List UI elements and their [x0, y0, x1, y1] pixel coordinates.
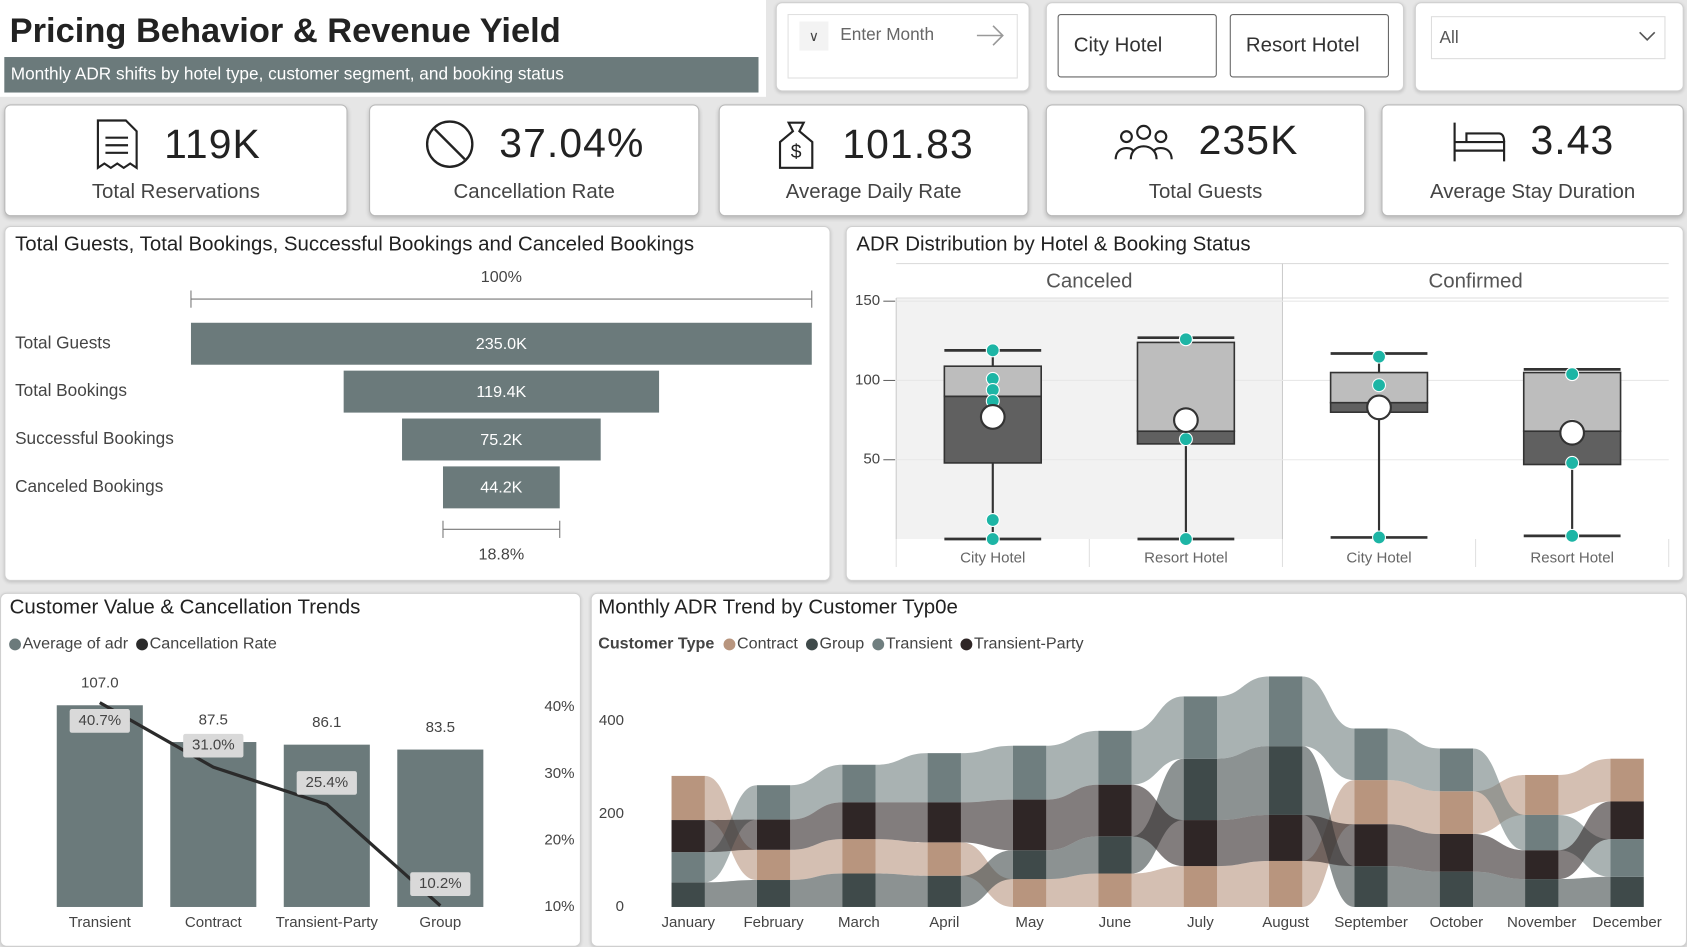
- kpi-value: 3.43: [1530, 118, 1615, 164]
- kpi-label: Cancellation Rate: [453, 180, 615, 204]
- kpi-icon: [96, 119, 138, 170]
- hotel-button[interactable]: Resort Hotel: [1229, 13, 1389, 78]
- dropdown-chevron: [1639, 31, 1656, 41]
- ribbon-panel: [590, 592, 1687, 947]
- title: Pricing Behavior & Revenue Yield: [9, 10, 561, 50]
- kpi-value: 119K: [164, 122, 261, 168]
- kpi-label: Average Daily Rate: [785, 180, 962, 204]
- kpi-icon: [1114, 124, 1173, 159]
- kpi-card: $101.83 Average Daily Rate: [718, 104, 1029, 217]
- hotel-button[interactable]: City Hotel: [1057, 13, 1217, 78]
- chevron-button[interactable]: ∨: [799, 21, 829, 51]
- funnel-panel: [4, 225, 831, 581]
- svg-text:$: $: [791, 141, 802, 163]
- dropdown[interactable]: [1430, 16, 1666, 60]
- combo-panel: [0, 592, 581, 947]
- submit-arrow[interactable]: [974, 22, 1006, 50]
- kpi-label: Total Guests: [1148, 180, 1263, 204]
- kpi-value: 235K: [1198, 118, 1299, 164]
- kpi-value: 37.04%: [499, 121, 645, 167]
- kpi-icon: [425, 120, 474, 168]
- subtitle: Monthly ADR shifts by hotel type, custom…: [4, 57, 759, 93]
- kpi-label: Average Stay Duration: [1429, 180, 1636, 204]
- month-placeholder: Enter Month: [840, 25, 935, 45]
- kpi-card: 37.04% Cancellation Rate: [369, 104, 700, 217]
- kpi-icon: $: [778, 121, 814, 169]
- kpi-value: 101.83: [842, 122, 974, 168]
- kpi-label: Total Reservations: [91, 180, 260, 204]
- kpi-card: 3.43 Average Stay Duration: [1381, 104, 1684, 217]
- dropdown-value: All: [1439, 29, 1459, 48]
- kpi-icon: [1453, 122, 1505, 161]
- kpi-card: 119K Total Reservations: [4, 104, 348, 217]
- box-panel: [845, 225, 1684, 581]
- kpi-card: 235K Total Guests: [1045, 104, 1366, 217]
